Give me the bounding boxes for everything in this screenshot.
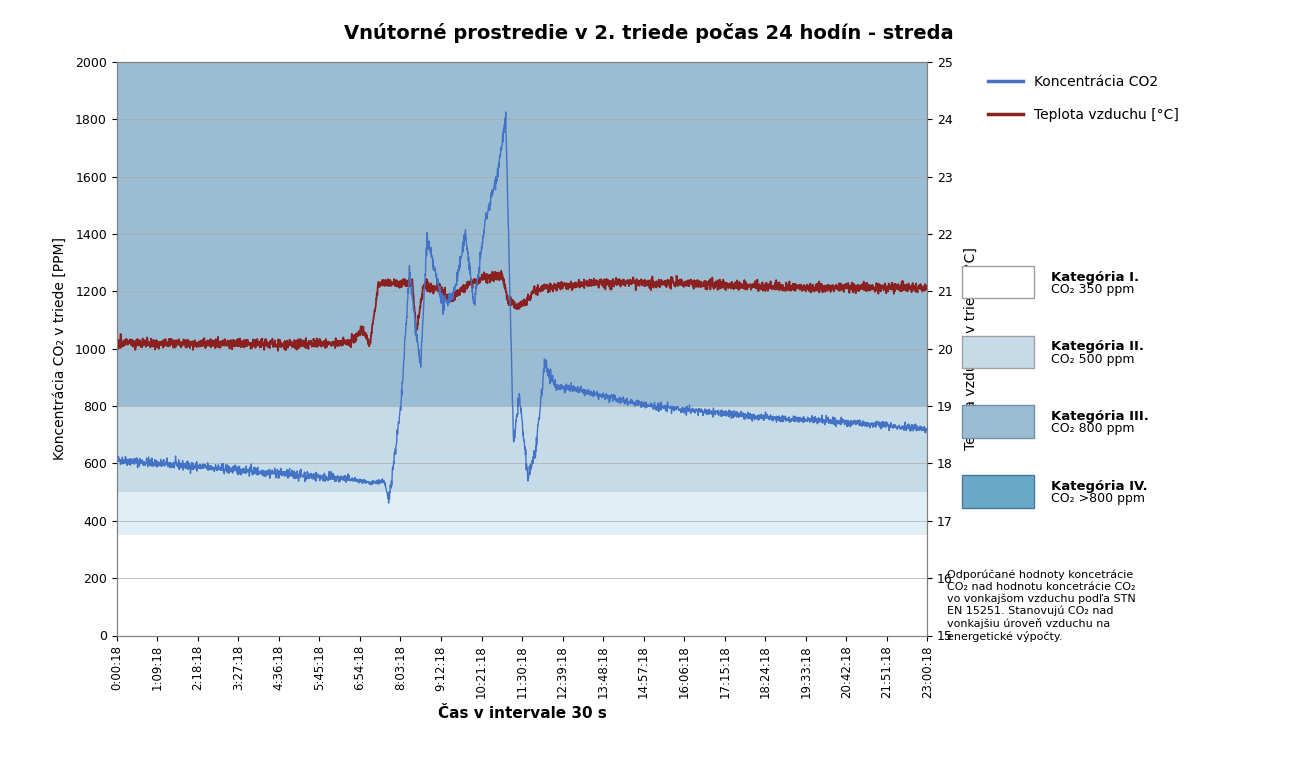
Y-axis label: Teplota vzduchu v triede [°C]: Teplota vzduchu v triede [°C] xyxy=(964,247,978,450)
Bar xyxy=(117,62,927,406)
Text: Kategória III.: Kategória III. xyxy=(1051,410,1148,423)
Bar xyxy=(117,406,927,492)
Text: Kategória IV.: Kategória IV. xyxy=(1051,480,1147,493)
Text: Odporúčané hodnoty koncetrácie
CO₂ nad hodnotu koncetrácie CO₂
vo vonkajšom vzdu: Odporúčané hodnoty koncetrácie CO₂ nad h… xyxy=(947,570,1136,642)
Text: CO₂ 500 ppm: CO₂ 500 ppm xyxy=(1051,353,1134,366)
Bar xyxy=(117,492,927,535)
Text: Vnútorné prostredie v 2. triede počas 24 hodín - streda: Vnútorné prostredie v 2. triede počas 24… xyxy=(344,23,953,43)
Y-axis label: Koncentrácia CO₂ v triede [PPM]: Koncentrácia CO₂ v triede [PPM] xyxy=(53,237,67,460)
Text: CO₂ >800 ppm: CO₂ >800 ppm xyxy=(1051,492,1144,505)
Text: CO₂ 350 ppm: CO₂ 350 ppm xyxy=(1051,283,1134,296)
Text: Kategória I.: Kategória I. xyxy=(1051,270,1139,284)
Bar xyxy=(117,535,927,636)
Text: CO₂ 800 ppm: CO₂ 800 ppm xyxy=(1051,422,1134,436)
Text: Kategória II.: Kategória II. xyxy=(1051,340,1144,353)
X-axis label: Čas v intervale 30 s: Čas v intervale 30 s xyxy=(437,706,607,722)
Legend: Koncentrácia CO2, Teplota vzduchu [°C]: Koncentrácia CO2, Teplota vzduchu [°C] xyxy=(983,69,1184,128)
